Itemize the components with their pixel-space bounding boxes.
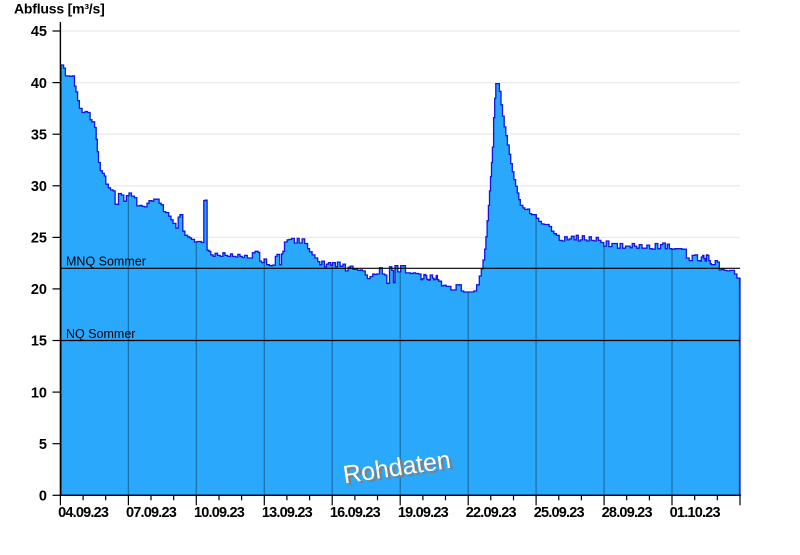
- svg-text:NQ Sommer: NQ Sommer: [66, 327, 135, 341]
- svg-text:35: 35: [31, 127, 47, 143]
- svg-text:25.09.23: 25.09.23: [534, 505, 585, 521]
- svg-text:22.09.23: 22.09.23: [466, 505, 517, 521]
- svg-text:30: 30: [31, 179, 47, 195]
- svg-text:19.09.23: 19.09.23: [398, 505, 449, 521]
- svg-text:07.09.23: 07.09.23: [126, 505, 177, 521]
- svg-text:40: 40: [31, 76, 47, 92]
- svg-text:10: 10: [31, 385, 47, 401]
- svg-text:45: 45: [31, 24, 47, 40]
- svg-text:16.09.23: 16.09.23: [330, 505, 381, 521]
- svg-text:0: 0: [39, 489, 47, 505]
- svg-text:13.09.23: 13.09.23: [262, 505, 313, 521]
- svg-text:01.10.23: 01.10.23: [670, 505, 721, 521]
- svg-text:10.09.23: 10.09.23: [194, 505, 245, 521]
- svg-text:15: 15: [31, 334, 47, 350]
- svg-text:04.09.23: 04.09.23: [58, 505, 109, 521]
- svg-text:MNQ Sommer: MNQ Sommer: [66, 255, 146, 269]
- svg-text:25: 25: [31, 231, 47, 247]
- svg-text:Abfluss [m³/s]: Abfluss [m³/s]: [14, 1, 105, 17]
- svg-text:20: 20: [31, 282, 47, 298]
- svg-text:28.09.23: 28.09.23: [602, 505, 653, 521]
- svg-text:5: 5: [39, 437, 47, 453]
